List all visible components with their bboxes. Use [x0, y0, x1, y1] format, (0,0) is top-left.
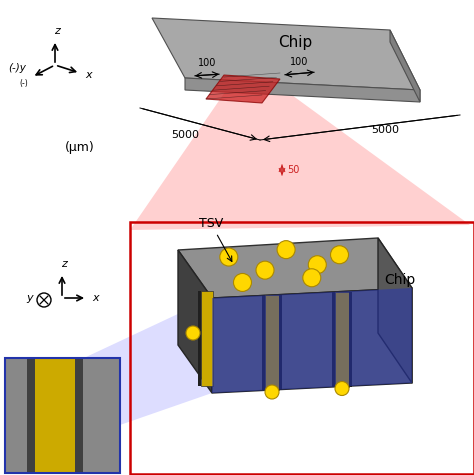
Polygon shape	[265, 295, 279, 390]
Circle shape	[308, 256, 326, 274]
Text: 100: 100	[290, 57, 309, 67]
Polygon shape	[212, 288, 412, 393]
Bar	[75, 358, 83, 473]
Circle shape	[277, 241, 295, 259]
Bar	[83, 358, 120, 473]
Polygon shape	[349, 292, 352, 387]
Bar	[5, 358, 27, 473]
Text: Chip: Chip	[384, 273, 416, 287]
Text: 50: 50	[287, 165, 300, 175]
Bar	[5, 358, 120, 473]
Polygon shape	[178, 238, 412, 298]
Polygon shape	[332, 292, 335, 387]
Polygon shape	[5, 298, 212, 465]
Circle shape	[37, 293, 51, 307]
Bar	[35, 358, 75, 473]
Circle shape	[303, 269, 321, 287]
Text: (μm): (μm)	[65, 142, 95, 154]
Polygon shape	[390, 30, 420, 102]
Text: z: z	[54, 26, 60, 36]
Polygon shape	[206, 75, 280, 103]
Circle shape	[265, 385, 279, 399]
Text: x: x	[85, 70, 91, 80]
Circle shape	[186, 326, 200, 340]
Bar	[130, 222, 474, 474]
Bar	[27, 358, 35, 473]
Polygon shape	[279, 295, 282, 390]
Circle shape	[234, 274, 252, 292]
Circle shape	[220, 248, 238, 266]
Circle shape	[256, 261, 274, 279]
Circle shape	[330, 246, 348, 264]
Polygon shape	[130, 90, 470, 230]
Polygon shape	[212, 288, 412, 393]
Text: TSV: TSV	[199, 217, 232, 261]
Polygon shape	[185, 78, 420, 102]
Text: x: x	[92, 293, 99, 303]
Text: (-): (-)	[19, 79, 28, 88]
Polygon shape	[262, 295, 265, 390]
Polygon shape	[178, 250, 212, 393]
Bar	[5, 358, 120, 473]
Polygon shape	[201, 291, 213, 386]
Text: Chip: Chip	[278, 35, 312, 49]
Text: 100: 100	[198, 58, 216, 68]
Text: y: y	[27, 293, 33, 303]
Bar	[5, 358, 120, 473]
Polygon shape	[152, 18, 420, 90]
Polygon shape	[335, 292, 349, 387]
Text: 5000: 5000	[371, 125, 399, 135]
Polygon shape	[378, 238, 412, 383]
Text: 5000: 5000	[171, 130, 199, 140]
Polygon shape	[198, 291, 201, 386]
Text: (-)y: (-)y	[8, 63, 26, 73]
Text: z: z	[61, 259, 67, 269]
Circle shape	[335, 381, 349, 396]
